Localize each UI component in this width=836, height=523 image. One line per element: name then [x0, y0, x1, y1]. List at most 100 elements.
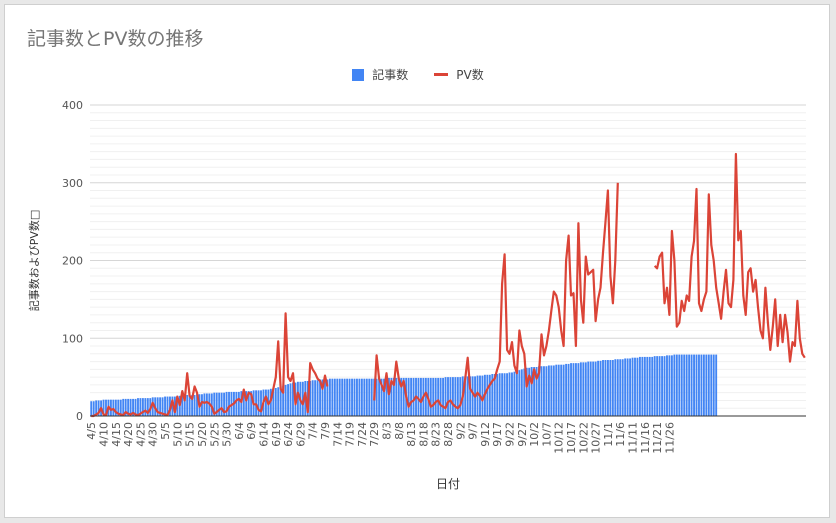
x-tick-label: 9/2 [454, 422, 467, 440]
x-tick-label: 11/16 [639, 422, 652, 454]
y-tick-label: 0 [76, 410, 83, 423]
bar-articles [624, 358, 627, 416]
bar-articles [225, 391, 228, 416]
x-tick-label: 10/12 [553, 422, 566, 454]
x-tick-label: 8/13 [405, 422, 418, 447]
bar-articles [712, 354, 715, 416]
bar-articles [338, 378, 341, 416]
x-tick-label: 6/29 [294, 422, 307, 447]
bar-articles [609, 360, 612, 416]
bar-articles [481, 375, 484, 416]
bar-articles [301, 381, 304, 416]
bar-articles [390, 377, 393, 416]
bar-articles [358, 378, 361, 416]
bar-articles [383, 378, 385, 416]
x-tick-label: 6/14 [258, 422, 271, 447]
bar-articles [702, 354, 705, 416]
bar-articles [488, 374, 491, 416]
bar-articles [493, 374, 496, 416]
bar-articles [543, 366, 545, 416]
bar-articles [518, 370, 521, 416]
x-tick-label: 6/4 [233, 422, 246, 440]
bar-articles [215, 392, 218, 416]
bar-articles [255, 390, 258, 416]
legend-item-articles[interactable]: 記事数 [352, 66, 408, 83]
bar-articles [592, 361, 595, 416]
bar-articles [530, 367, 533, 416]
bar-articles [287, 384, 290, 416]
bar-articles [476, 375, 479, 416]
bar-articles [228, 391, 230, 416]
bar-series-articles [90, 354, 718, 416]
y-axis-title: 記事数およびPV数□ [27, 210, 41, 312]
bar-articles [643, 356, 646, 416]
bar-articles [491, 374, 494, 416]
bar-articles [656, 356, 659, 416]
chart-legend[interactable]: 記事数 PV数 [0, 66, 836, 83]
bar-articles [646, 356, 649, 416]
bar-articles [397, 377, 400, 416]
x-tick-label: 6/24 [282, 422, 295, 447]
x-tick-label: 9/17 [491, 422, 504, 447]
bar-articles [626, 358, 629, 416]
bar-articles [324, 379, 326, 416]
x-tick-label: 7/14 [331, 422, 344, 447]
bar-articles [496, 374, 499, 416]
bar-articles [579, 362, 582, 416]
bar-articles [572, 363, 575, 416]
bar-articles [250, 391, 253, 416]
bar-articles [533, 367, 536, 416]
y-tick-label: 200 [62, 255, 83, 268]
bar-articles [616, 359, 619, 416]
bar-articles [459, 377, 462, 416]
bar-articles [141, 398, 144, 416]
x-tick-label: 11/26 [663, 422, 676, 454]
x-tick-label: 9/27 [516, 422, 529, 447]
bar-articles [552, 365, 555, 416]
bar-articles [156, 397, 159, 416]
bar-articles [245, 391, 248, 416]
bar-articles [146, 398, 149, 416]
bar-articles [388, 377, 390, 416]
bar-articles [602, 360, 604, 416]
line-series-pv [91, 152, 806, 418]
bar-articles [210, 393, 213, 416]
bar-articles [296, 381, 299, 416]
bar-articles [540, 366, 543, 416]
bar-articles [663, 356, 666, 416]
bar-articles [575, 363, 577, 416]
bar-articles [528, 367, 531, 416]
bar-articles [471, 376, 474, 416]
x-tick-label: 8/8 [393, 422, 406, 440]
bar-articles [419, 377, 422, 416]
bar-articles [449, 377, 452, 416]
x-tick-label: 6/9 [245, 422, 258, 440]
x-tick-label: 11/6 [614, 422, 627, 447]
bar-articles [469, 376, 472, 416]
x-tick-label: 7/4 [307, 422, 320, 440]
x-tick-label: 11/1 [602, 422, 615, 447]
bar-articles [166, 396, 169, 416]
bar-articles [407, 377, 410, 416]
bar-articles [193, 395, 196, 416]
bar-articles [279, 386, 282, 416]
bar-articles [348, 378, 351, 416]
bar-articles [336, 378, 339, 416]
bar-articles [188, 395, 191, 416]
bar-articles [117, 399, 120, 416]
legend-item-pv[interactable]: PV数 [434, 66, 484, 83]
x-tick-label: 5/5 [159, 422, 172, 440]
bar-articles [619, 359, 622, 416]
bar-articles [538, 366, 540, 416]
bar-articles [700, 354, 703, 416]
bar-articles [666, 355, 668, 416]
x-tick-label: 7/19 [344, 422, 357, 447]
x-tick-label: 5/20 [196, 422, 209, 447]
bar-articles [205, 393, 208, 416]
bar-articles [264, 389, 267, 416]
bar-articles [92, 401, 95, 416]
bar-articles [513, 371, 516, 416]
bar-articles [486, 374, 489, 416]
bar-articles [523, 368, 526, 416]
